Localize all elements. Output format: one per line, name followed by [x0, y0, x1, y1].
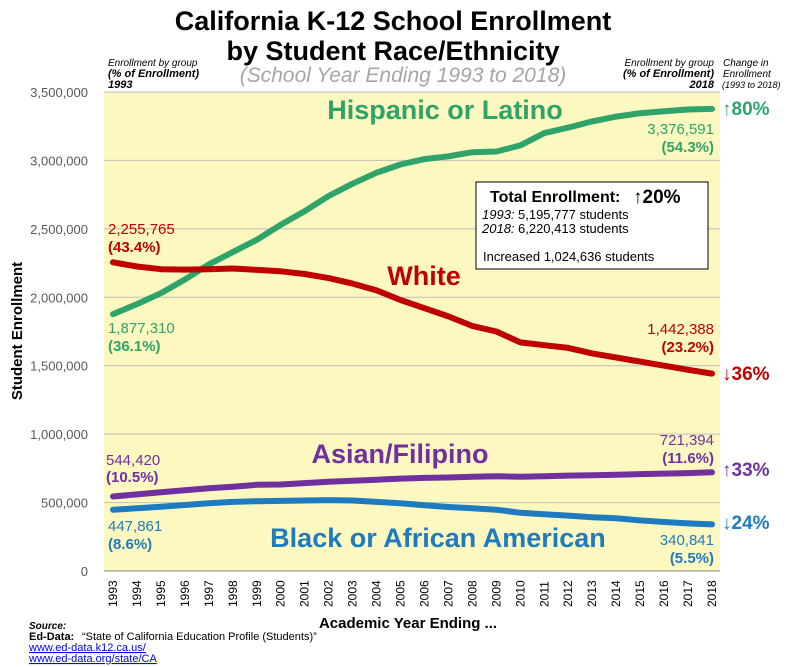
series-label-black: Black or African American [270, 523, 606, 553]
x-tick-label: 2007 [441, 580, 455, 607]
x-tick-label: 2002 [322, 580, 336, 607]
left-column-header: Enrollment by group (% of Enrollment) 19… [108, 58, 199, 91]
hispanic-end-value: 3,376,591 [647, 121, 714, 138]
white-change: ↓36% [722, 364, 770, 385]
chart-title-line2: by Student Race/Ethnicity [226, 36, 559, 66]
x-tick-label: 1996 [178, 580, 192, 607]
source-link-2[interactable]: www.ed-data.org/state/CA [28, 653, 157, 665]
source-heading: Source: [29, 621, 66, 632]
x-tick-label: 1998 [226, 580, 240, 607]
change-header-line1: Change in [723, 58, 769, 69]
y-tick-label: 2,000,000 [30, 290, 88, 305]
change-header-line2: Enrollment [723, 69, 772, 80]
asian-end-pct: (11.6%) [662, 450, 714, 467]
x-tick-label: 2018 [705, 580, 719, 607]
x-tick-label: 2006 [417, 580, 431, 607]
x-tick-label: 2000 [274, 580, 288, 607]
x-tick-label: 2010 [513, 580, 527, 607]
x-axis-title: Academic Year Ending ... [319, 615, 497, 632]
source-org: Ed-Data: [29, 631, 74, 643]
black-end-value: 340,841 [660, 532, 714, 549]
asian-start-pct: (10.5%) [106, 469, 159, 486]
source-link-1[interactable]: www.ed-data.k12.ca.us/ [28, 642, 147, 654]
x-tick-label: 2008 [465, 580, 479, 607]
y-tick-label: 500,000 [41, 496, 88, 511]
black-start-pct: (8.6%) [108, 536, 152, 553]
y-tick-label: 2,500,000 [30, 222, 88, 237]
hispanic-change: ↑80% [722, 99, 770, 120]
white-end-pct: (23.2%) [661, 339, 714, 356]
hispanic-start-pct: (36.1%) [108, 338, 161, 355]
x-tick-label: 2013 [585, 580, 599, 607]
series-label-hispanic: Hispanic or Latino [327, 95, 563, 125]
left-header-year: 1993 [108, 79, 132, 91]
y-tick-label: 3,000,000 [30, 153, 88, 168]
total-box-line3: Increased 1,024,636 students [483, 249, 655, 264]
x-tick-label: 2005 [394, 580, 408, 607]
total-box-line2: 6,220,413 students [518, 221, 629, 236]
asian-line [110, 469, 715, 500]
chart-subtitle: (School Year Ending 1993 to 2018) [240, 64, 567, 87]
y-axis-title: Student Enrollment [9, 262, 26, 400]
x-tick-label: 1999 [250, 580, 264, 607]
x-tick-label: 2017 [681, 580, 695, 607]
series-lines [110, 105, 715, 528]
right-header-line2: (% of Enrollment) [623, 68, 714, 80]
black-line [110, 497, 715, 528]
x-axis-ticks: 1993 1994 1995 1996 1997 1998 1999 2000 2001 2002… [106, 580, 719, 607]
x-tick-label: 2016 [657, 580, 671, 607]
left-header-line2: (% of Enrollment) [108, 68, 199, 80]
x-tick-label: 2012 [561, 580, 575, 607]
black-start-value: 447,861 [108, 518, 162, 535]
total-box-year1: 1993: [482, 207, 515, 222]
total-box-line1: 5,195,777 students [518, 207, 629, 222]
x-tick-label: 2001 [298, 580, 312, 607]
white-start-pct: (43.4%) [108, 239, 161, 256]
series-label-asian: Asian/Filipino [311, 439, 488, 469]
source-block: Source: Ed-Data: “State of California Ed… [28, 621, 317, 665]
right-header-year: 2018 [689, 79, 715, 91]
x-tick-label: 2003 [346, 580, 360, 607]
x-tick-label: 1993 [106, 580, 120, 607]
right-column-header: Enrollment by group (% of Enrollment) 20… [623, 58, 715, 91]
total-box-border [475, 181, 709, 270]
y-tick-label: 3,500,000 [30, 85, 88, 100]
right-header-line1: Enrollment by group [625, 58, 715, 69]
x-tick-label: 1994 [130, 580, 144, 607]
change-header-line3: (1993 to 2018) [722, 80, 781, 90]
y-tick-label: 0 [81, 564, 88, 579]
total-box-change: ↑20% [633, 187, 681, 208]
left-header-line1: Enrollment by group [108, 58, 198, 69]
x-tick-label: 1995 [154, 580, 168, 607]
series-label-white: White [387, 261, 461, 291]
chart-title-line1: California K-12 School Enrollment [175, 6, 612, 36]
x-tick-label: 2011 [537, 581, 551, 607]
black-end-pct: (5.5%) [670, 550, 714, 567]
black-change: ↓24% [722, 513, 770, 534]
x-tick-label: 2014 [609, 580, 623, 607]
total-box-year2: 2018: [481, 221, 515, 236]
y-tick-label: 1,000,000 [30, 427, 88, 442]
change-column-header: Change in Enrollment (1993 to 2018) [722, 58, 781, 90]
white-start-value: 2,255,765 [108, 221, 175, 238]
y-axis-ticks: 0 500,000 1,000,000 1,500,000 2,000,000 2,500… [30, 85, 88, 579]
hispanic-line [110, 105, 715, 318]
y-tick-label: 1,500,000 [30, 359, 88, 374]
white-line [110, 259, 715, 377]
x-tick-label: 2009 [489, 580, 503, 607]
white-end-value: 1,442,388 [647, 321, 714, 338]
x-tick-label: 2015 [633, 580, 647, 607]
source-desc: “State of California Education Profile (… [82, 631, 317, 643]
asian-start-value: 544,420 [106, 452, 160, 469]
x-tick-label: 2004 [370, 580, 384, 607]
asian-change: ↑33% [722, 460, 770, 481]
hispanic-end-pct: (54.3%) [661, 139, 714, 156]
total-box-title: Total Enrollment: [490, 189, 620, 206]
x-tick-label: 1997 [202, 580, 216, 607]
asian-end-value: 721,394 [660, 432, 714, 449]
total-enrollment-box: Total Enrollment: ↑20% 1993: 5,195,777 s… [475, 181, 709, 270]
hispanic-start-value: 1,877,310 [108, 320, 175, 337]
